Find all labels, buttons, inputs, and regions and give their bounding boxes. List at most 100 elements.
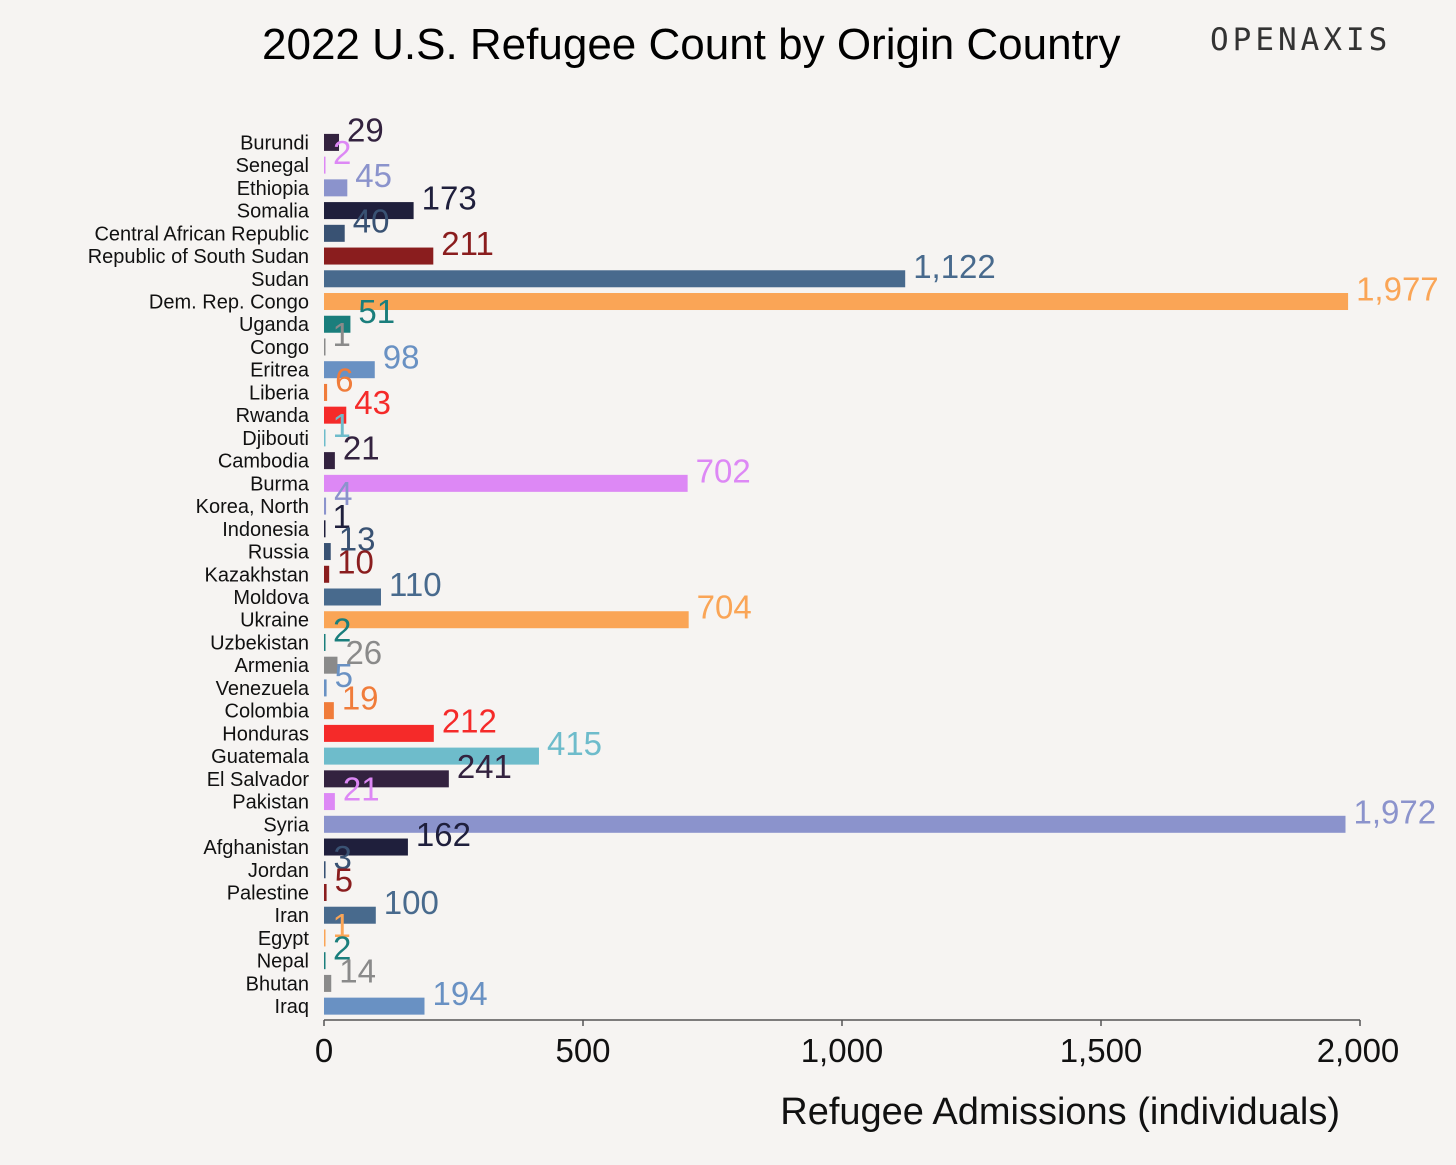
bar — [324, 543, 331, 561]
bar — [324, 361, 375, 379]
bar — [324, 383, 328, 401]
category-label: Nepal — [257, 951, 309, 973]
category-label: Armenia — [235, 655, 310, 677]
category-label: Kazakhstan — [204, 564, 309, 586]
category-label: Djibouti — [242, 428, 309, 450]
category-label: Eritrea — [250, 360, 310, 382]
x-tick-label: 1,500 — [1060, 1032, 1143, 1069]
category-label: Bhutan — [246, 973, 309, 995]
x-tick-label: 2,000 — [1317, 1032, 1400, 1069]
bar — [324, 952, 326, 970]
value-label: 415 — [547, 725, 602, 762]
x-tick-label: 0 — [315, 1032, 333, 1069]
category-label: Sudan — [251, 269, 309, 291]
value-label: 1,972 — [1353, 793, 1436, 830]
value-label: 110 — [389, 566, 442, 603]
bars-group — [324, 133, 1349, 1015]
value-label: 40 — [353, 202, 390, 239]
value-label: 6 — [335, 361, 353, 398]
category-label: Palestine — [227, 882, 309, 904]
category-label: Republic of South Sudan — [88, 246, 309, 268]
bar — [324, 724, 434, 742]
bar — [324, 520, 326, 538]
value-label: 2 — [333, 930, 351, 967]
bar — [324, 202, 414, 220]
x-tick-label: 500 — [555, 1032, 610, 1069]
value-label: 21 — [343, 430, 380, 467]
category-label: Congo — [250, 337, 309, 359]
value-label: 702 — [696, 452, 751, 489]
bar — [324, 997, 425, 1015]
value-label: 704 — [697, 589, 752, 626]
category-label: Guatemala — [211, 746, 310, 768]
x-tick-label: 1,000 — [801, 1032, 884, 1069]
bar — [324, 974, 332, 992]
value-label: 1 — [333, 907, 351, 944]
category-label: Honduras — [222, 723, 309, 745]
brand-logo: OPENAXIS — [1210, 22, 1392, 58]
value-label: 45 — [355, 157, 392, 194]
value-label: 173 — [422, 180, 477, 217]
value-label: 212 — [442, 702, 497, 739]
bar — [324, 293, 1349, 311]
bar — [324, 815, 1346, 833]
value-label: 98 — [383, 339, 420, 376]
category-label: Venezuela — [216, 678, 310, 700]
value-label: 1,977 — [1356, 271, 1439, 308]
bar — [324, 679, 327, 697]
category-label: Ukraine — [240, 610, 309, 632]
bar — [324, 565, 330, 583]
value-label: 51 — [358, 293, 395, 330]
value-label: 1,122 — [913, 248, 996, 285]
bar — [324, 429, 326, 447]
bar — [324, 338, 326, 356]
value-labels: 29245173402111,1221,97751198643121702411… — [333, 111, 1439, 1012]
x-axis-ticks: 0 500 1,000 1,500 2,000 — [315, 1020, 1399, 1069]
value-label: 2 — [333, 134, 351, 171]
bar — [324, 315, 351, 333]
bar — [324, 133, 340, 151]
bar — [324, 770, 449, 788]
value-label: 5 — [335, 861, 353, 898]
chart-title: 2022 U.S. Refugee Count by Origin Countr… — [262, 20, 1121, 69]
bar — [324, 883, 327, 901]
category-label: Pakistan — [232, 792, 309, 814]
category-label: Liberia — [249, 382, 310, 404]
category-label: Russia — [248, 542, 310, 564]
category-label: Indonesia — [222, 519, 310, 541]
bar — [324, 702, 334, 720]
value-label: 19 — [342, 680, 379, 717]
category-label: Central African Republic — [94, 223, 309, 245]
bar — [324, 906, 376, 924]
bar — [324, 838, 408, 856]
category-label: Burma — [250, 473, 310, 495]
bar — [324, 224, 345, 242]
bar — [324, 588, 381, 606]
bar — [324, 656, 338, 674]
bar — [324, 452, 335, 470]
value-label: 162 — [416, 816, 471, 853]
category-label: Uzbekistan — [210, 632, 309, 654]
category-label: Iran — [275, 905, 309, 927]
value-label: 100 — [384, 884, 439, 921]
bar — [324, 156, 326, 174]
category-label: Rwanda — [236, 405, 310, 427]
bar — [324, 861, 326, 879]
value-label: 21 — [343, 771, 380, 808]
category-label: Iraq — [275, 996, 309, 1018]
bar — [324, 793, 335, 811]
category-label: Colombia — [225, 701, 310, 723]
category-label: Ethiopia — [237, 178, 310, 200]
value-label: 43 — [354, 384, 391, 421]
bar — [324, 633, 326, 651]
x-axis-title: Refugee Admissions (individuals) — [780, 1091, 1340, 1133]
bar — [324, 929, 326, 947]
category-label: Korea, North — [196, 496, 309, 518]
category-label: Burundi — [240, 132, 309, 154]
bar — [324, 497, 327, 515]
category-label: Senegal — [236, 155, 309, 177]
category-label: Jordan — [248, 860, 309, 882]
value-label: 2 — [333, 611, 351, 648]
category-label: Moldova — [233, 587, 309, 609]
